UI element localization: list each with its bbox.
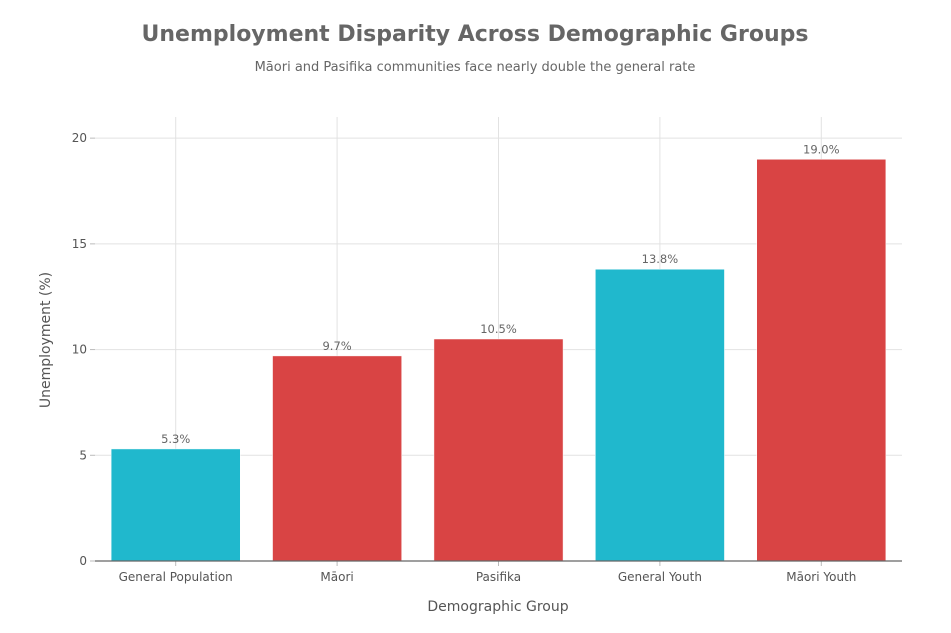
- y-axis-label: Unemployment (%): [38, 272, 54, 408]
- data-label: 5.3%: [161, 432, 190, 446]
- x-tick-label: Māori: [320, 570, 353, 584]
- data-label: 13.8%: [642, 252, 679, 266]
- data-label: 19.0%: [803, 142, 840, 156]
- y-tick-label: 5: [79, 448, 87, 462]
- bar: [110, 448, 241, 562]
- y-tick-label: 20: [72, 131, 87, 145]
- data-label: 10.5%: [480, 322, 517, 336]
- bar: [595, 268, 725, 562]
- x-tick-label: General Youth: [618, 570, 702, 584]
- chart-title: Unemployment Disparity Across Demographi…: [142, 22, 809, 47]
- x-tick-label: Māori Youth: [786, 570, 856, 584]
- chart-subtitle: Māori and Pasifika communities face near…: [255, 60, 696, 75]
- bar: [272, 355, 402, 562]
- x-tick-label: Pasifika: [476, 570, 521, 584]
- y-tick-label: 10: [72, 343, 87, 357]
- x-tick-label: General Population: [119, 570, 233, 584]
- bar: [756, 159, 887, 562]
- y-tick-label: 0: [79, 554, 87, 568]
- data-label: 9.7%: [322, 339, 351, 353]
- bar: [433, 338, 564, 562]
- y-tick-label: 15: [72, 237, 87, 251]
- x-axis-label: Demographic Group: [427, 599, 568, 615]
